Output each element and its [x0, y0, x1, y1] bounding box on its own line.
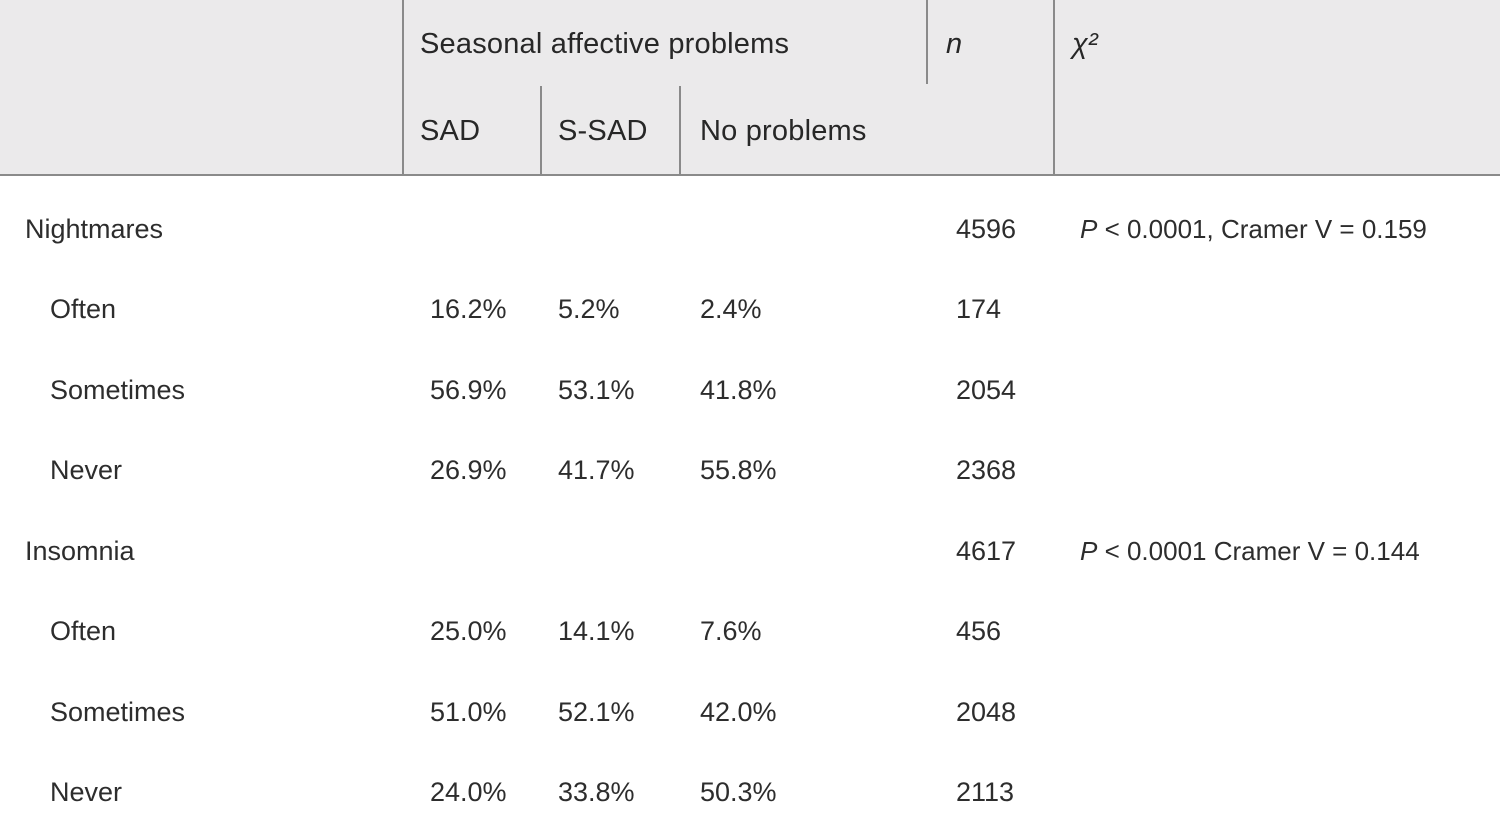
n-cell: 4596 [956, 213, 1017, 244]
p-value-symbol: P [1080, 213, 1098, 244]
column-header-sad: SAD [420, 114, 481, 147]
table-row-insomnia-often: Often 25.0% 14.1% 7.6% 456 [0, 592, 1500, 673]
column-header-no-problems: No problems [700, 114, 867, 147]
sad-cell: 16.2% [430, 294, 507, 325]
no-problems-cell: 42.0% [700, 696, 777, 727]
chi-squared-stats: < 0.0001 Cramer V = 0.144 [1097, 535, 1420, 566]
sad-cell: 24.0% [430, 777, 507, 808]
chi-squared-cell: P < 0.0001 Cramer V = 0.144 [1078, 536, 1500, 567]
sad-cell: 51.0% [430, 696, 507, 727]
sad-cell: 56.9% [430, 374, 507, 405]
no-problems-cell: 55.8% [700, 455, 777, 486]
no-problems-cell: 2.4% [700, 294, 762, 325]
s-sad-cell: 53.1% [558, 374, 635, 405]
column-divider [679, 86, 681, 174]
table-row-nightmares-sometimes: Sometimes 56.9% 53.1% 41.8% 2054 [0, 350, 1500, 431]
row-label: Never [50, 777, 123, 808]
no-problems-cell: 41.8% [700, 374, 777, 405]
table-row-insomnia-never: Never 24.0% 33.8% 50.3% 2113 [0, 753, 1500, 834]
n-cell: 2368 [956, 455, 1017, 486]
s-sad-cell: 33.8% [558, 777, 635, 808]
table-row-insomnia: Insomnia 4617 P < 0.0001 Cramer V = 0.14… [0, 511, 1500, 592]
s-sad-cell: 41.7% [558, 455, 635, 486]
row-label: Never [50, 455, 123, 486]
p-value-symbol: P [1080, 535, 1098, 566]
column-divider [540, 86, 542, 174]
table-row-nightmares-often: Often 16.2% 5.2% 2.4% 174 [0, 270, 1500, 351]
no-problems-cell: 7.6% [700, 616, 762, 647]
row-label: Insomnia [25, 535, 135, 566]
row-label: Often [50, 294, 117, 325]
s-sad-cell: 52.1% [558, 696, 635, 727]
column-header-n: n [946, 27, 963, 60]
table-body: Nightmares 4596 P < 0.0001, Cramer V = 0… [0, 176, 1500, 833]
n-cell: 2054 [956, 374, 1017, 405]
row-label: Sometimes [50, 696, 186, 727]
n-cell: 2048 [956, 696, 1017, 727]
s-sad-cell: 14.1% [558, 616, 635, 647]
n-cell: 2113 [956, 777, 1015, 808]
n-cell: 4617 [956, 535, 1017, 566]
column-divider [926, 0, 928, 84]
group-header-seasonal-affective-problems: Seasonal affective problems [420, 27, 790, 60]
table-row-nightmares-never: Never 26.9% 41.7% 55.8% 2368 [0, 431, 1500, 512]
column-divider [1053, 0, 1055, 174]
table-header: Seasonal affective problems n χ² SAD S-S… [0, 0, 1500, 176]
table-row-insomnia-sometimes: Sometimes 51.0% 52.1% 42.0% 2048 [0, 672, 1500, 753]
sad-cell: 26.9% [430, 455, 507, 486]
row-label: Nightmares [25, 213, 164, 244]
column-header-chi-squared: χ² [1072, 27, 1098, 60]
row-label: Often [50, 616, 117, 647]
table-row-nightmares: Nightmares 4596 P < 0.0001, Cramer V = 0… [0, 189, 1500, 270]
column-header-s-sad: S-SAD [558, 114, 648, 147]
sad-cell: 25.0% [430, 616, 507, 647]
no-problems-cell: 50.3% [700, 777, 777, 808]
n-cell: 174 [956, 294, 1002, 325]
chi-squared-stats: < 0.0001, Cramer V = 0.159 [1097, 213, 1427, 244]
n-cell: 456 [956, 616, 1002, 647]
column-divider [402, 0, 404, 174]
s-sad-cell: 5.2% [558, 294, 620, 325]
chi-squared-cell: P < 0.0001, Cramer V = 0.159 [1078, 214, 1500, 245]
row-label: Sometimes [50, 374, 186, 405]
